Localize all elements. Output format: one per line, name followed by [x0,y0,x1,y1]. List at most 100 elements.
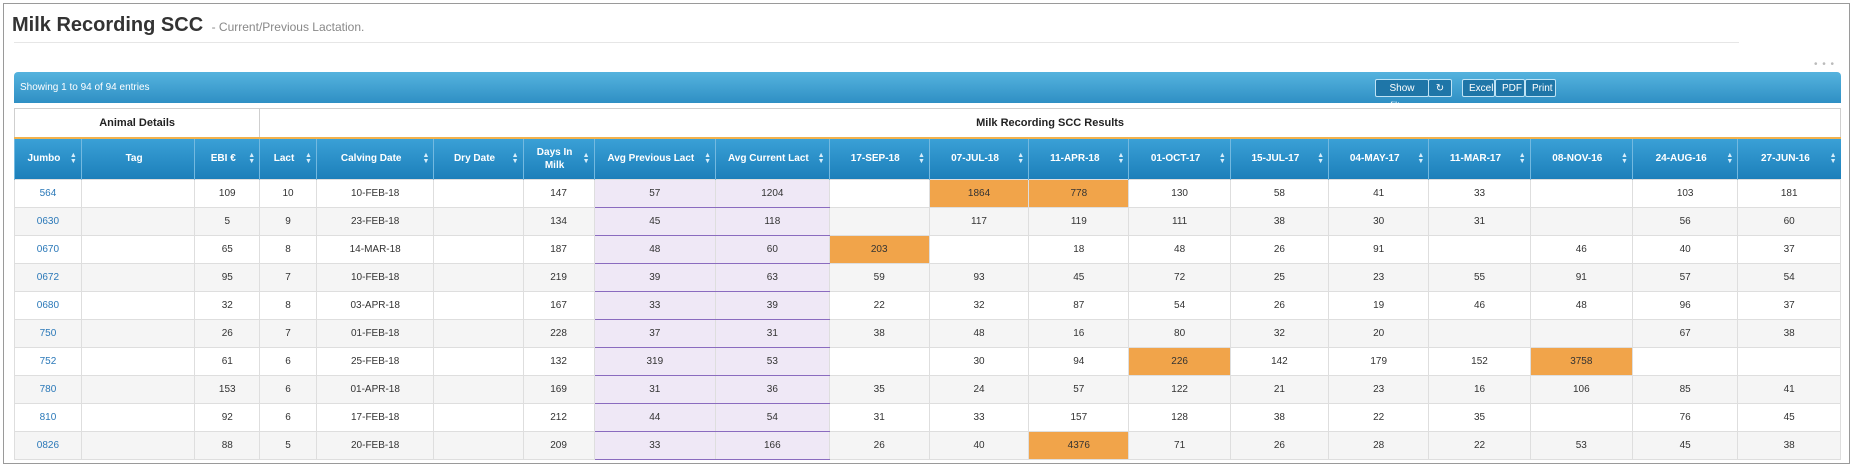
show-filters-button[interactable]: Show filters [1375,79,1429,112]
table-cell: 152 [1428,347,1531,376]
table-cell: 39 [715,291,830,320]
jumbo-link[interactable]: 810 [14,403,82,432]
table-cell: 92 [194,403,261,432]
page-title: Milk Recording SCC [12,14,204,36]
column-header-avg-current-lact[interactable]: Avg Current Lact ▲ ▼ [715,136,830,180]
column-header-04-may-17[interactable]: 04-MAY-17 ▲ ▼ [1328,136,1429,180]
animal-details-group: Animal Details [13,108,261,138]
table-cell: 22 [828,291,930,320]
table-cell: 91 [1328,235,1430,264]
table-cell: 181 [1737,179,1841,208]
refresh-button[interactable]: ↻ [1428,79,1452,97]
column-header-label: Dry Date [453,153,496,165]
column-header-08-nov-16[interactable]: 08-NOV-16 ▲ ▼ [1529,136,1633,180]
sort-icon: ▲ ▼ [1017,151,1025,165]
table-cell: 95 [194,263,261,292]
table-cell: 21 [1229,375,1330,404]
table-cell: 56 [1631,207,1739,236]
column-header-ebi[interactable]: EBI € ▲ ▼ [194,136,260,180]
sort-icon: ▲ ▼ [511,151,519,165]
column-header-avg-previous-lact[interactable]: Avg Previous Lact ▲ ▼ [593,136,716,180]
table-cell: 55 [1428,263,1531,292]
table-cell: 226 [1128,347,1231,376]
table-cell: 22 [1428,431,1531,460]
table-cell: 71 [1128,431,1231,460]
table-cell: 22 [1328,403,1430,432]
column-header-label: 17-SEP-18 [850,153,900,165]
table-cell: 167 [522,291,595,320]
column-header-dry-date[interactable]: Dry Date ▲ ▼ [433,136,524,180]
table-row: 752 61 6 25-FEB-18 132 319 53 30 94 226 142 179 152 3… [14,347,1841,376]
jumbo-link[interactable]: 0826 [14,431,82,460]
column-header-17-sep-18[interactable]: 17-SEP-18 ▲ ▼ [828,136,930,180]
table-cell: 7 [259,319,317,348]
column-header-tag[interactable]: Tag [80,136,195,180]
jumbo-link[interactable]: 750 [14,319,82,348]
column-header-label: 04-MAY-17 [1349,153,1400,165]
table-cell: 212 [522,403,595,432]
scc-results-table: Animal Details Milk Recording SCC Result… [13,108,1841,460]
table-cell: 54 [1128,291,1231,320]
column-header-11-apr-18[interactable]: 11-APR-18 ▲ ▼ [1028,136,1129,180]
table-cell: 60 [715,235,830,264]
table-cell: 60 [1737,207,1841,236]
excel-button[interactable]: Excel [1462,79,1495,97]
jumbo-link[interactable]: 564 [14,179,82,208]
column-header-07-jul-18[interactable]: 07-JUL-18 ▲ ▼ [928,136,1029,180]
table-cell [1529,179,1633,208]
table-row: 0680 32 8 03-APR-18 167 33 39 22 32 87 54 26 19 46 48 9… [14,291,1841,320]
table-row: 0670 65 8 14-MAR-18 187 48 60 203 18 48 26 91 46 40 37 [14,235,1841,264]
column-header-days-in-milk[interactable]: Days In Milk ▲ ▼ [522,136,595,180]
column-header-lact[interactable]: Lact ▲ ▼ [259,136,317,180]
more-icon[interactable]: • • • [1813,59,1835,70]
column-header-jumbo[interactable]: Jumbo ▲ ▼ [14,136,82,180]
table-cell [80,347,196,376]
column-header-label: 15-JUL-17 [1251,153,1300,165]
table-cell [433,235,524,264]
column-header-calving-date[interactable]: Calving Date ▲ ▼ [315,136,434,180]
jumbo-link[interactable]: 0630 [14,207,82,236]
table-cell: 32 [1229,319,1330,348]
pdf-button[interactable]: PDF [1495,79,1525,97]
table-cell: 778 [1028,179,1130,208]
column-header-label: Tag [125,153,143,165]
table-cell: 48 [1529,291,1633,320]
table-cell: 14-MAR-18 [315,235,435,264]
table-cell: 103 [1631,179,1739,208]
table-cell: 85 [1631,375,1739,404]
title-divider [14,42,1739,43]
sort-icon: ▲ ▼ [422,151,430,165]
table-cell: 17-FEB-18 [315,403,435,432]
jumbo-link[interactable]: 0680 [14,291,82,320]
column-header-24-aug-16[interactable]: 24-AUG-16 ▲ ▼ [1631,136,1738,180]
table-cell: 19 [1328,291,1430,320]
table-cell: 187 [522,235,595,264]
column-header-27-jun-16[interactable]: 27-JUN-16 ▲ ▼ [1737,136,1841,180]
jumbo-link[interactable]: 0670 [14,235,82,264]
table-cell: 54 [1737,263,1841,292]
column-header-15-jul-17[interactable]: 15-JUL-17 ▲ ▼ [1229,136,1329,180]
table-cell: 5 [194,207,261,236]
column-header-11-mar-17[interactable]: 11-MAR-17 ▲ ▼ [1428,136,1531,180]
table-cell: 24 [928,375,1030,404]
milk-recording-panel: Milk Recording SCC - Current/Previous La… [3,3,1850,464]
print-button[interactable]: Print [1525,79,1556,97]
table-row: 780 153 6 01-APR-18 169 31 36 35 24 57 122 21 23 16 10… [14,375,1841,404]
table-body: 564 109 10 10-FEB-18 147 57 1204 1864 778 130 58 41… [14,179,1841,460]
table-cell [1428,319,1531,348]
sort-icon: ▲ ▼ [1218,151,1226,165]
sort-icon: ▲ ▼ [1829,151,1837,165]
table-cell: 1864 [928,179,1030,208]
jumbo-link[interactable]: 752 [14,347,82,376]
table-cell [1529,207,1633,236]
table-cell [433,263,524,292]
column-header-label: Jumbo [27,153,61,165]
column-header-01-oct-17[interactable]: 01-OCT-17 ▲ ▼ [1128,136,1231,180]
table-cell [1428,235,1531,264]
table-cell: 8 [259,235,317,264]
jumbo-link[interactable]: 0672 [14,263,82,292]
table-cell: 23-FEB-18 [315,207,435,236]
jumbo-link[interactable]: 780 [14,375,82,404]
sort-icon: ▲ ▼ [1417,151,1425,165]
table-cell: 4376 [1028,431,1130,460]
